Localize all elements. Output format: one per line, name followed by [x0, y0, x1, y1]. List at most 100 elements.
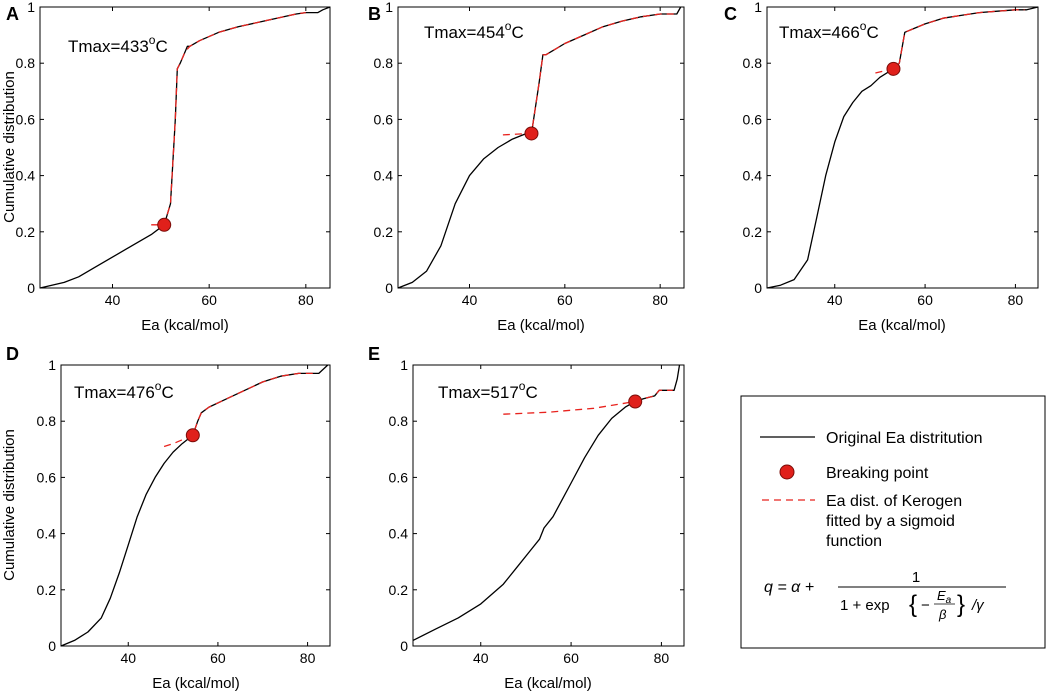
panel-a: 40 60 80 0 0.2 0.4 0.6 0.8 1 A Tmax=433oC Ea (kc… — [1, 0, 331, 334]
y-tick-label: 0.4 — [389, 526, 409, 542]
sigmoid-equation: q = α + 1 1 + exp { − Ea β } /γ — [764, 569, 1006, 622]
original-ea-line — [39, 6, 331, 289]
y-tick-label: 0 — [400, 638, 408, 654]
x-tick-label: 80 — [300, 650, 316, 666]
y-tick-label: 0.2 — [37, 582, 57, 598]
y-tick-label: 0.2 — [16, 224, 36, 240]
plot-frame — [60, 364, 331, 647]
breaking-point-marker — [886, 61, 901, 76]
breaking-point-marker — [157, 217, 172, 232]
x-axis-label: Ea (kcal/mol) — [152, 675, 240, 692]
y-tick-label: 0 — [385, 280, 393, 296]
tmax-label: Tmax=517oC — [438, 379, 538, 402]
tmax-label: Tmax=476oC — [74, 379, 174, 402]
legend: Original Ea distritution Breaking point … — [740, 395, 1046, 649]
y-tick-label: 1 — [385, 0, 393, 15]
panel-b: 40 60 80 0 0.2 0.4 0.6 0.8 1 B Tmax=454oC Ea (kc… — [368, 0, 685, 334]
equation-numerator: 1 — [912, 569, 920, 586]
panel-letter: C — [724, 4, 737, 24]
y-tick-label: 0.8 — [37, 413, 57, 429]
y-axis-label: Cumulative distribution — [1, 429, 18, 581]
x-tick-label: 80 — [298, 292, 314, 308]
y-tick-label: 0.2 — [374, 224, 394, 240]
plot-frame — [766, 6, 1039, 289]
x-tick-label: 60 — [201, 292, 217, 308]
y-tick-label: 0.4 — [37, 526, 57, 542]
y-tick-label: 0 — [27, 280, 35, 296]
y-tick-label: 0.8 — [389, 413, 409, 429]
panel-e: 40 60 80 0 0.2 0.4 0.6 0.8 1 E Tmax=517oC Ea (kc… — [368, 344, 685, 692]
x-tick-label: 80 — [652, 292, 668, 308]
legend-original-label: Original Ea distritution — [826, 430, 983, 447]
y-axis-label: Cumulative distribution — [1, 71, 18, 223]
breaking-point-marker — [524, 126, 539, 141]
x-tick-label: 40 — [120, 650, 136, 666]
equation-minus: − — [921, 597, 930, 614]
legend-fit-label-line3: function — [826, 533, 882, 550]
plot-frame — [397, 6, 685, 289]
y-tick-label: 0 — [48, 638, 56, 654]
y-tick-label: 0.4 — [374, 168, 394, 184]
y-tick-label: 0.8 — [743, 55, 763, 71]
y-tick-label: 0.8 — [16, 55, 36, 71]
x-tick-label: 40 — [462, 292, 478, 308]
panel-letter: B — [368, 4, 381, 24]
y-tick-label: 0.2 — [743, 224, 763, 240]
y-tick-label: 1 — [400, 357, 408, 373]
x-axis-label: Ea (kcal/mol) — [504, 675, 592, 692]
y-tick-label: 0.2 — [389, 582, 409, 598]
original-ea-line — [397, 6, 682, 289]
panel-letter: D — [6, 344, 19, 364]
y-tick-label: 0.4 — [16, 168, 36, 184]
equation-left-brace: { — [909, 591, 917, 618]
legend-breaking-marker — [779, 464, 795, 480]
panel-letter: A — [6, 4, 19, 24]
fitted-sigmoid-line — [502, 13, 675, 136]
plot-frame — [412, 364, 685, 647]
x-tick-label: 40 — [827, 292, 843, 308]
y-tick-label: 0.4 — [743, 168, 763, 184]
equation-suffix: /γ — [971, 597, 985, 614]
legend-breaking-label: Breaking point — [826, 465, 929, 482]
plot-frame — [39, 6, 331, 289]
panel-d: 40 60 80 0 0.2 0.4 0.6 0.8 1 D Tmax=476oC Ea (kc… — [1, 344, 331, 692]
x-tick-label: 40 — [473, 650, 489, 666]
x-tick-label: 60 — [557, 292, 573, 308]
x-tick-label: 60 — [563, 650, 579, 666]
x-tick-label: 80 — [654, 650, 670, 666]
y-tick-label: 0.6 — [37, 469, 57, 485]
fitted-sigmoid-line — [151, 11, 306, 226]
equation-denominator-prefix: 1 + exp — [840, 597, 890, 614]
y-tick-label: 1 — [27, 0, 35, 15]
legend-box — [740, 395, 1046, 649]
equation-lhs: q = α + — [764, 579, 814, 596]
x-tick-label: 60 — [210, 650, 226, 666]
y-tick-label: 0.6 — [389, 469, 409, 485]
y-tick-label: 0.8 — [374, 55, 394, 71]
breaking-point-marker — [628, 394, 643, 409]
equation-inner-denominator: β — [938, 607, 947, 622]
tmax-label: Tmax=466oC — [779, 19, 879, 42]
tmax-label: Tmax=433oC — [68, 33, 168, 56]
y-tick-label: 0.6 — [374, 111, 394, 127]
original-ea-line — [60, 364, 329, 647]
breaking-point-marker — [185, 428, 200, 443]
equation-right-brace: } — [957, 591, 965, 618]
y-tick-label: 0 — [754, 280, 762, 296]
y-tick-label: 1 — [754, 0, 762, 15]
y-tick-label: 1 — [48, 357, 56, 373]
x-tick-label: 40 — [105, 292, 121, 308]
y-tick-label: 0.6 — [743, 111, 763, 127]
legend-fit-label-line1: Ea dist. of Kerogen — [826, 493, 962, 510]
x-axis-label: Ea (kcal/mol) — [141, 317, 229, 334]
original-ea-line — [766, 6, 1039, 289]
tmax-label: Tmax=454oC — [424, 19, 524, 42]
x-axis-label: Ea (kcal/mol) — [858, 317, 946, 334]
equation-inner-numerator: Ea — [937, 588, 952, 606]
panel-c: 40 60 80 0 0.2 0.4 0.6 0.8 1 C Tmax=466oC Ea (kc… — [724, 0, 1039, 334]
x-tick-label: 60 — [917, 292, 933, 308]
legend-fit-label-line2: fitted by a sigmoid — [826, 513, 955, 530]
x-axis-label: Ea (kcal/mol) — [497, 317, 585, 334]
x-tick-label: 80 — [1008, 292, 1024, 308]
